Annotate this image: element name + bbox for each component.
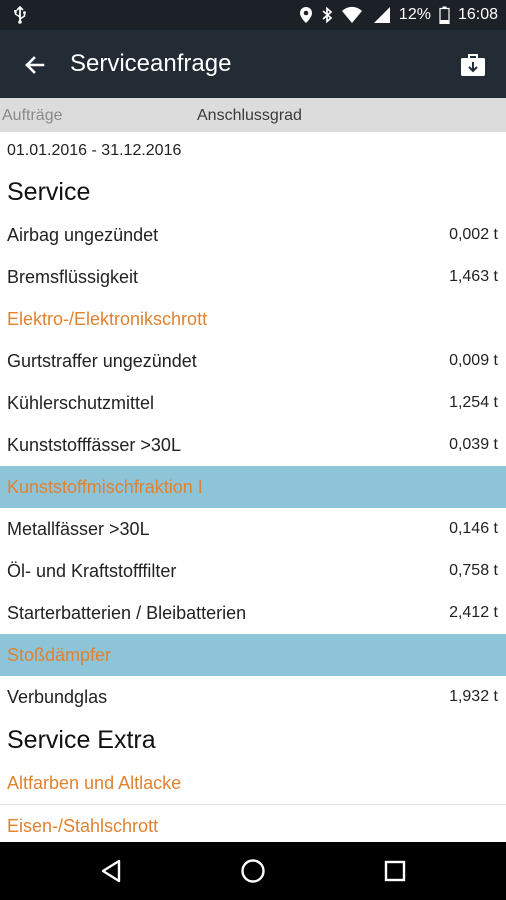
item-label: Gurtstraffer ungezündet (7, 350, 197, 371)
list-item-category[interactable]: Elektro-/Elektronikschrott (0, 298, 506, 340)
bluetooth-icon (322, 6, 333, 24)
back-triangle-icon (101, 859, 121, 883)
item-label: Kunststoffmischfraktion I (7, 476, 203, 497)
recents-square-icon (384, 860, 406, 882)
clock: 16:08 (457, 6, 498, 23)
home-circle-icon (241, 859, 265, 883)
item-value: 2,412 t (449, 604, 498, 621)
item-label: Airbag ungezündet (7, 224, 159, 245)
list-item-category[interactable]: Eisen-/Stahlschrott (0, 805, 506, 842)
tab-anschlussgrad[interactable]: Anschlussgrad (197, 107, 302, 124)
list-item[interactable]: Kunststofffässer >30L 0,039 t (0, 424, 506, 466)
item-value: 0,758 t (449, 562, 498, 579)
item-label: Öl- und Kraftstofffilter (7, 560, 177, 581)
usb-icon (14, 6, 26, 24)
list-item[interactable]: Airbag ungezündet 0,002 t (0, 214, 506, 256)
item-label: Verbundglas (7, 686, 108, 707)
list-item[interactable]: Verbundglas 1,932 t (0, 676, 506, 718)
list-item[interactable]: Gurtstraffer ungezündet 0,009 t (0, 340, 506, 382)
back-button[interactable] (18, 48, 52, 82)
section-title-service-extra: Service Extra (7, 726, 156, 754)
briefcase-icon (461, 54, 485, 76)
item-label: Bremsflüssigkeit (7, 266, 139, 287)
list-item[interactable]: Bremsflüssigkeit 1,463 t (0, 256, 506, 298)
item-label: Starterbatterien / Bleibatterien (7, 602, 247, 623)
item-value: 0,009 t (449, 352, 498, 369)
tab-bar: Aufträge Anschlussgrad (0, 98, 506, 132)
signal-icon (373, 7, 390, 23)
list-item-category-highlighted[interactable]: Kunststoffmischfraktion I (0, 466, 506, 508)
date-range: 01.01.2016 - 31.12.2016 (7, 142, 182, 159)
wifi-icon (341, 6, 362, 23)
item-value: 1,254 t (449, 394, 498, 411)
item-label: Stoßdämpfer (7, 644, 112, 665)
item-value: 0,002 t (449, 226, 498, 243)
nav-recents-button[interactable] (377, 853, 413, 889)
app-bar: Serviceanfrage (0, 30, 506, 98)
content-list[interactable]: 01.01.2016 - 31.12.2016 Service Airbag u… (0, 132, 506, 842)
nav-back-button[interactable] (93, 853, 129, 889)
arrow-back-icon (25, 56, 45, 74)
navigation-bar (0, 842, 506, 900)
location-icon (299, 7, 312, 23)
list-item[interactable]: Metallfässer >30L 0,146 t (0, 508, 506, 550)
item-value: 0,146 t (449, 520, 498, 537)
item-label: Kühlerschutzmittel (7, 392, 155, 413)
item-label: Altfarben und Altlacke (7, 772, 182, 793)
briefcase-button[interactable] (456, 48, 490, 82)
list-item-category[interactable]: Altfarben und Altlacke (0, 762, 506, 805)
section-title-service: Service (7, 178, 91, 206)
tab-auftraege[interactable]: Aufträge (2, 107, 63, 124)
battery-percent: 12% (398, 6, 431, 23)
item-label: Kunststofffässer >30L (7, 434, 181, 455)
list-item[interactable]: Öl- und Kraftstofffilter 0,758 t (0, 550, 506, 592)
list-item[interactable]: Kühlerschutzmittel 1,254 t (0, 382, 506, 424)
item-value: 1,463 t (449, 268, 498, 285)
battery-icon (439, 6, 450, 24)
list-item-category-highlighted[interactable]: Stoßdämpfer (0, 634, 506, 676)
item-value: 1,932 t (449, 688, 498, 705)
item-value: 0,039 t (449, 436, 498, 453)
nav-home-button[interactable] (235, 853, 271, 889)
item-label: Eisen-/Stahlschrott (7, 815, 159, 836)
status-bar: 12% 16:08 (0, 0, 506, 30)
item-label: Metallfässer >30L (7, 518, 150, 539)
list-item[interactable]: Starterbatterien / Bleibatterien 2,412 t (0, 592, 506, 634)
page-title: Serviceanfrage (70, 50, 232, 77)
item-label: Elektro-/Elektronikschrott (7, 308, 208, 329)
